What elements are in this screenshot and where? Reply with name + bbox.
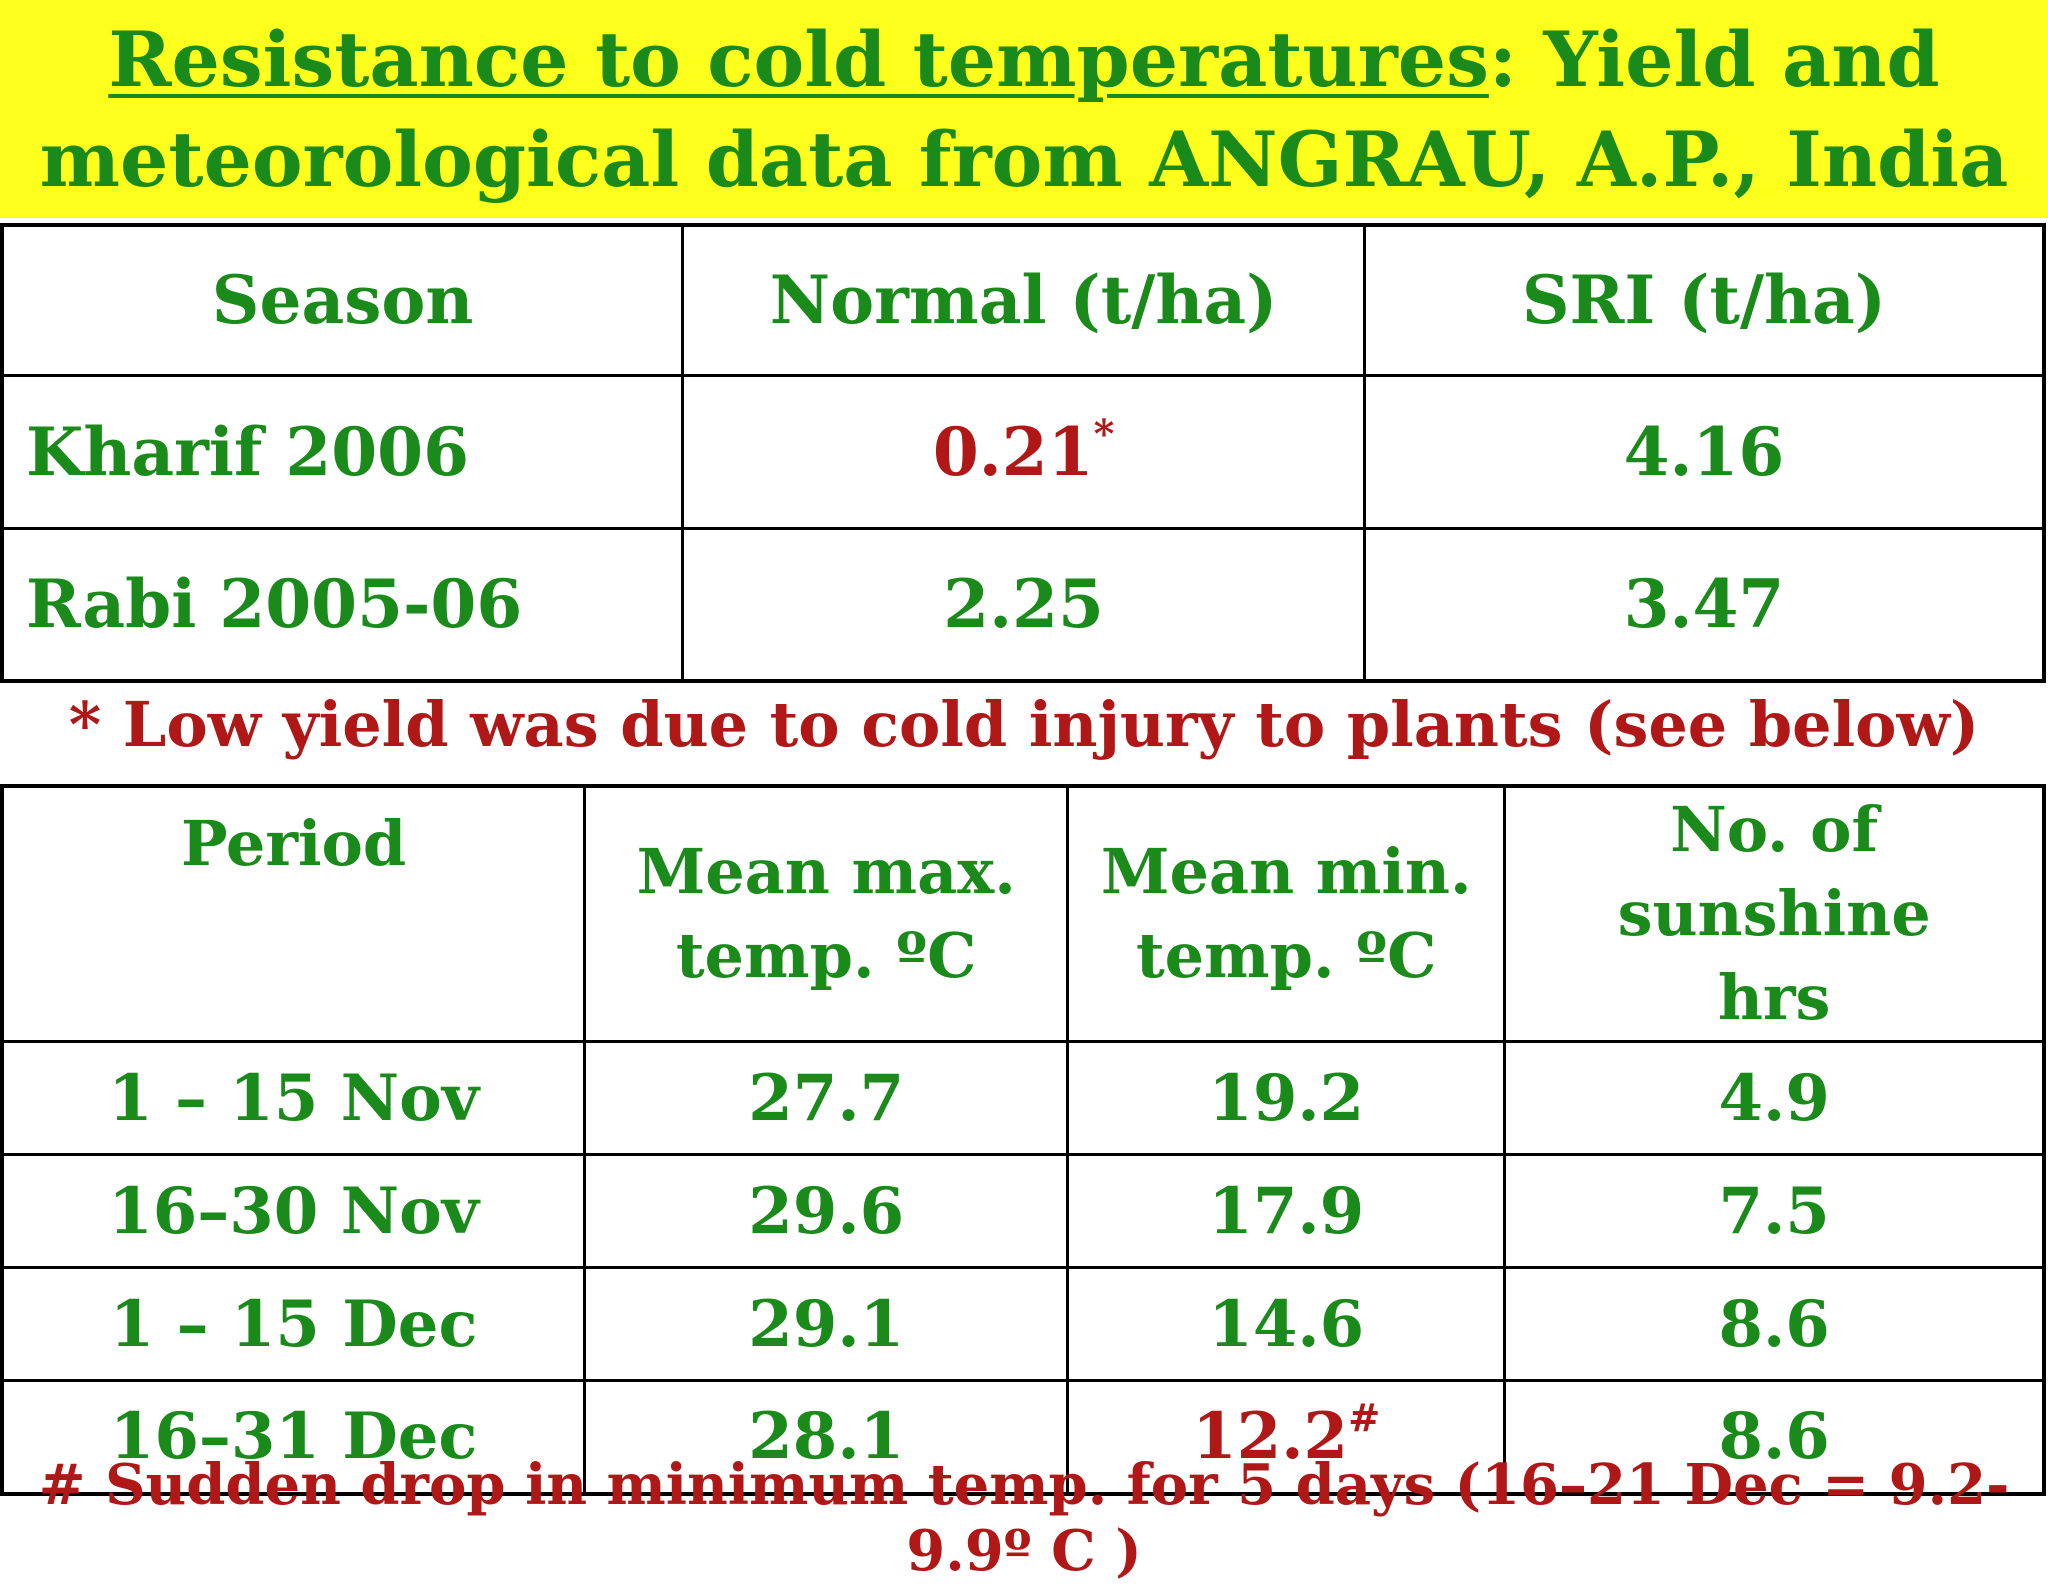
yield-table: Season Normal (t/ha) SRI (t/ha) Kharif 2…: [0, 223, 2046, 683]
sri-cell: 4.16: [1362, 373, 2046, 530]
period-cell: 16–30 Nov: [0, 1153, 587, 1269]
header-mean-max: Mean max. temp. ºC: [583, 784, 1070, 1043]
weather-footnote: # Sudden drop in minimum temp. for 5 day…: [38, 1452, 2010, 1584]
yield-header-row: Season Normal (t/ha) SRI (t/ha): [0, 223, 2046, 377]
header-mean-max-l1: Mean max.: [636, 835, 1016, 908]
table-row: 16–30 Nov 29.6 17.9 7.5: [0, 1153, 2046, 1269]
normal-cell: 2.25: [681, 526, 1366, 683]
period-cell: 1 – 15 Nov: [0, 1040, 587, 1156]
yield-footnote: * Low yield was due to cold injury to pl…: [68, 688, 1980, 761]
title-underlined: Resistance to cold temperatures: [108, 15, 1489, 104]
sunshine-cell: 4.9: [1503, 1040, 2046, 1156]
normal-cell: 0.21*: [681, 373, 1366, 530]
header-season: Season: [0, 223, 685, 377]
season-cell: Rabi 2005-06: [0, 526, 685, 683]
sunshine-cell: 8.6: [1503, 1379, 2046, 1495]
min-temp-value: 12.2: [1192, 1399, 1349, 1475]
header-normal: Normal (t/ha): [681, 223, 1366, 377]
title-line-1: Resistance to cold temperatures: Yield a…: [0, 10, 2048, 110]
header-sunshine-l2: hrs: [1717, 961, 1831, 1034]
normal-value: 2.25: [943, 565, 1104, 644]
normal-value: 0.21: [932, 412, 1094, 491]
sunshine-cell: 7.5: [1503, 1153, 2046, 1269]
weather-header-row: Period Mean max. temp. ºC Mean min. temp. …: [0, 784, 2046, 1043]
min-temp-cell: 12.2#: [1066, 1379, 1507, 1495]
header-mean-min: Mean min. temp. ºC: [1066, 784, 1507, 1043]
min-temp-value: 14.6: [1208, 1286, 1365, 1362]
min-temp-value: 19.2: [1208, 1060, 1365, 1136]
table-row: 1 – 15 Nov 27.7 19.2 4.9: [0, 1040, 2046, 1156]
title-rest: : Yield and: [1488, 15, 1940, 104]
period-cell: 16–31 Dec: [0, 1379, 587, 1495]
table-row: 1 – 15 Dec 29.1 14.6 8.6: [0, 1266, 2046, 1382]
header-sunshine: No. of sunshine hrs: [1503, 784, 2046, 1043]
period-cell: 1 – 15 Dec: [0, 1266, 587, 1382]
min-temp-cell: 17.9: [1066, 1153, 1507, 1269]
header-period: Period: [0, 784, 587, 1043]
table-row: Rabi 2005-06 2.25 3.47: [0, 526, 2046, 683]
table-row: 16–31 Dec 28.1 12.2# 8.6: [0, 1379, 2046, 1495]
max-temp-cell: 27.7: [583, 1040, 1070, 1156]
asterisk-mark: *: [1093, 410, 1115, 457]
hash-mark: #: [1348, 1396, 1381, 1442]
title-banner: Resistance to cold temperatures: Yield a…: [0, 0, 2048, 218]
header-mean-min-l2: temp. ºC: [1135, 919, 1437, 992]
header-mean-max-l2: temp. ºC: [675, 919, 977, 992]
table-row: Kharif 2006 0.21* 4.16: [0, 373, 2046, 530]
header-mean-min-l1: Mean min.: [1100, 835, 1472, 908]
min-temp-value: 17.9: [1208, 1173, 1365, 1249]
min-temp-cell: 19.2: [1066, 1040, 1507, 1156]
min-temp-cell: 14.6: [1066, 1266, 1507, 1382]
sri-cell: 3.47: [1362, 526, 2046, 683]
max-temp-cell: 29.6: [583, 1153, 1070, 1269]
header-sri: SRI (t/ha): [1362, 223, 2046, 377]
max-temp-cell: 28.1: [583, 1379, 1070, 1495]
sunshine-cell: 8.6: [1503, 1266, 2046, 1382]
season-cell: Kharif 2006: [0, 373, 685, 530]
header-sunshine-l1: No. of sunshine: [1617, 793, 1931, 950]
weather-table: Period Mean max. temp. ºC Mean min. temp. …: [0, 784, 2046, 1496]
title-line-2: meteorological data from ANGRAU, A.P., I…: [39, 115, 2009, 204]
max-temp-cell: 29.1: [583, 1266, 1070, 1382]
